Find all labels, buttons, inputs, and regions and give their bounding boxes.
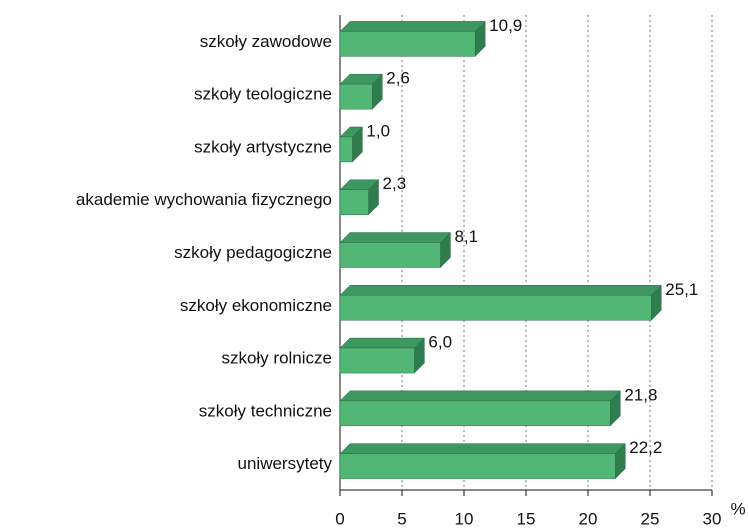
y-tick-label: uniwersytety bbox=[238, 454, 333, 473]
x-tick-label: 15 bbox=[517, 509, 536, 528]
y-tick-label: szkoły zawodowe bbox=[200, 32, 332, 51]
bar-top bbox=[339, 390, 621, 402]
x-tick-label: 30 bbox=[703, 509, 722, 528]
bar bbox=[339, 453, 616, 479]
bar bbox=[339, 347, 415, 374]
y-tick-label: szkoły pedagogiczne bbox=[174, 243, 332, 262]
value-label: 8,1 bbox=[454, 227, 478, 246]
x-tick-label: 0 bbox=[335, 509, 344, 528]
value-label: 2,6 bbox=[386, 69, 410, 88]
bar-top bbox=[339, 337, 426, 349]
bar-top bbox=[339, 232, 452, 243]
bar-top bbox=[339, 443, 626, 454]
bar bbox=[339, 295, 652, 321]
x-tick-label: 25 bbox=[641, 509, 660, 528]
value-label: 21,8 bbox=[624, 385, 657, 404]
x-tick-label: 20 bbox=[579, 509, 598, 528]
bar bbox=[339, 400, 611, 427]
y-tick-label: akademie wychowania fizycznego bbox=[76, 190, 332, 209]
value-label: 22,2 bbox=[629, 438, 662, 457]
x-axis-label: % bbox=[730, 499, 745, 518]
bar bbox=[339, 83, 373, 110]
y-tick-label: szkoły artystyczne bbox=[194, 137, 332, 156]
value-label: 2,3 bbox=[383, 174, 407, 193]
value-label: 6,0 bbox=[428, 333, 452, 352]
bar-top bbox=[339, 21, 486, 32]
bar bbox=[339, 242, 441, 268]
value-label: 1,0 bbox=[366, 121, 390, 140]
bar-top bbox=[339, 285, 662, 296]
value-label: 25,1 bbox=[665, 280, 698, 299]
y-tick-label: szkoły rolnicze bbox=[221, 349, 332, 368]
y-tick-label: szkoły ekonomiczne bbox=[180, 296, 332, 315]
y-tick-label: szkoły techniczne bbox=[199, 401, 332, 420]
bar bbox=[339, 189, 369, 215]
value-label: 10,9 bbox=[489, 16, 522, 35]
x-tick-label: 5 bbox=[397, 509, 406, 528]
bar bbox=[339, 136, 353, 163]
y-tick-label: szkoły teologiczne bbox=[194, 85, 332, 104]
x-tick-label: 10 bbox=[455, 509, 474, 528]
bar bbox=[339, 31, 476, 57]
